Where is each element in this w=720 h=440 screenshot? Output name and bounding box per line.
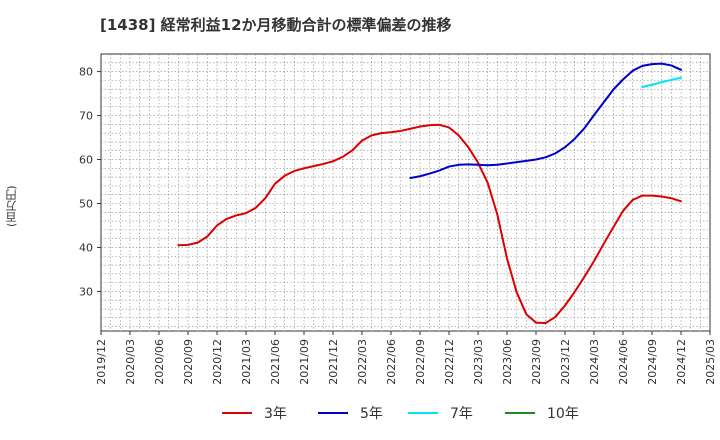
x-tick-label: 2022/03 bbox=[356, 339, 369, 385]
x-tick-label: 2024/06 bbox=[617, 339, 630, 385]
y-tick-label: 50 bbox=[79, 197, 93, 210]
plot-area bbox=[100, 53, 711, 332]
x-tick-label: 2020/06 bbox=[153, 339, 166, 385]
x-tick-label: 2023/09 bbox=[530, 339, 543, 385]
x-tick-label: 2023/03 bbox=[472, 339, 485, 385]
x-tick-label: 2020/09 bbox=[182, 339, 195, 385]
grid-lines bbox=[101, 54, 710, 331]
series-lines bbox=[177, 62, 682, 325]
legend-label-10年: 10年 bbox=[547, 406, 579, 422]
x-tick-label: 2023/12 bbox=[559, 339, 572, 385]
x-tick-label: 2022/06 bbox=[385, 339, 398, 385]
x-tick-label: 2024/09 bbox=[646, 339, 659, 385]
x-tick-label: 2020/12 bbox=[211, 339, 224, 385]
y-tick-label: 70 bbox=[79, 110, 93, 123]
x-tick-label: 2023/06 bbox=[501, 339, 514, 385]
x-tick-label: 2022/12 bbox=[443, 339, 456, 385]
x-tick-label: 2019/12 bbox=[95, 339, 108, 385]
y-tick-label: 60 bbox=[79, 154, 93, 167]
y-axis-ticks: 30 40 50 60 70 80 bbox=[79, 66, 101, 298]
legend-label-7年: 7年 bbox=[450, 406, 473, 422]
y-tick-label: 80 bbox=[79, 66, 93, 79]
x-tick-label: 2021/09 bbox=[298, 339, 311, 385]
legend: 3年 5年 7年 10年 bbox=[222, 406, 579, 422]
legend-label-5年: 5年 bbox=[360, 406, 383, 422]
y-tick-label: 40 bbox=[79, 241, 93, 254]
x-axis-ticks: 2019/12 2020/03 2020/06 2020/09 2020/12 2021/… bbox=[95, 331, 717, 385]
x-tick-label: 2021/12 bbox=[327, 339, 340, 385]
x-tick-label: 2021/06 bbox=[269, 339, 282, 385]
y-tick-label: 30 bbox=[79, 285, 93, 298]
chart-title: [1438] 経常利益12か月移動合計の標準偏差の推移 bbox=[100, 16, 452, 34]
x-tick-label: 2024/12 bbox=[675, 339, 688, 385]
x-tick-label: 2025/03 bbox=[704, 339, 717, 385]
legend-label-3年: 3年 bbox=[264, 406, 287, 422]
x-tick-label: 2022/09 bbox=[414, 339, 427, 385]
x-tick-label: 2021/03 bbox=[240, 339, 253, 385]
series-line-3年 bbox=[177, 123, 682, 325]
series-line-5年 bbox=[409, 62, 682, 179]
series-line-7年 bbox=[641, 76, 682, 88]
x-tick-label: 2020/03 bbox=[124, 339, 137, 385]
x-tick-label: 2024/03 bbox=[588, 339, 601, 385]
